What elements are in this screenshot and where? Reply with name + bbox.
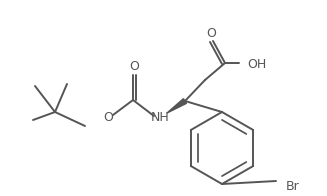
Text: O: O [206, 26, 216, 40]
Text: OH: OH [247, 58, 266, 72]
Polygon shape [167, 99, 186, 113]
Text: NH: NH [151, 111, 169, 123]
Text: Br: Br [286, 180, 300, 192]
Text: O: O [103, 111, 113, 123]
Text: O: O [129, 61, 139, 74]
